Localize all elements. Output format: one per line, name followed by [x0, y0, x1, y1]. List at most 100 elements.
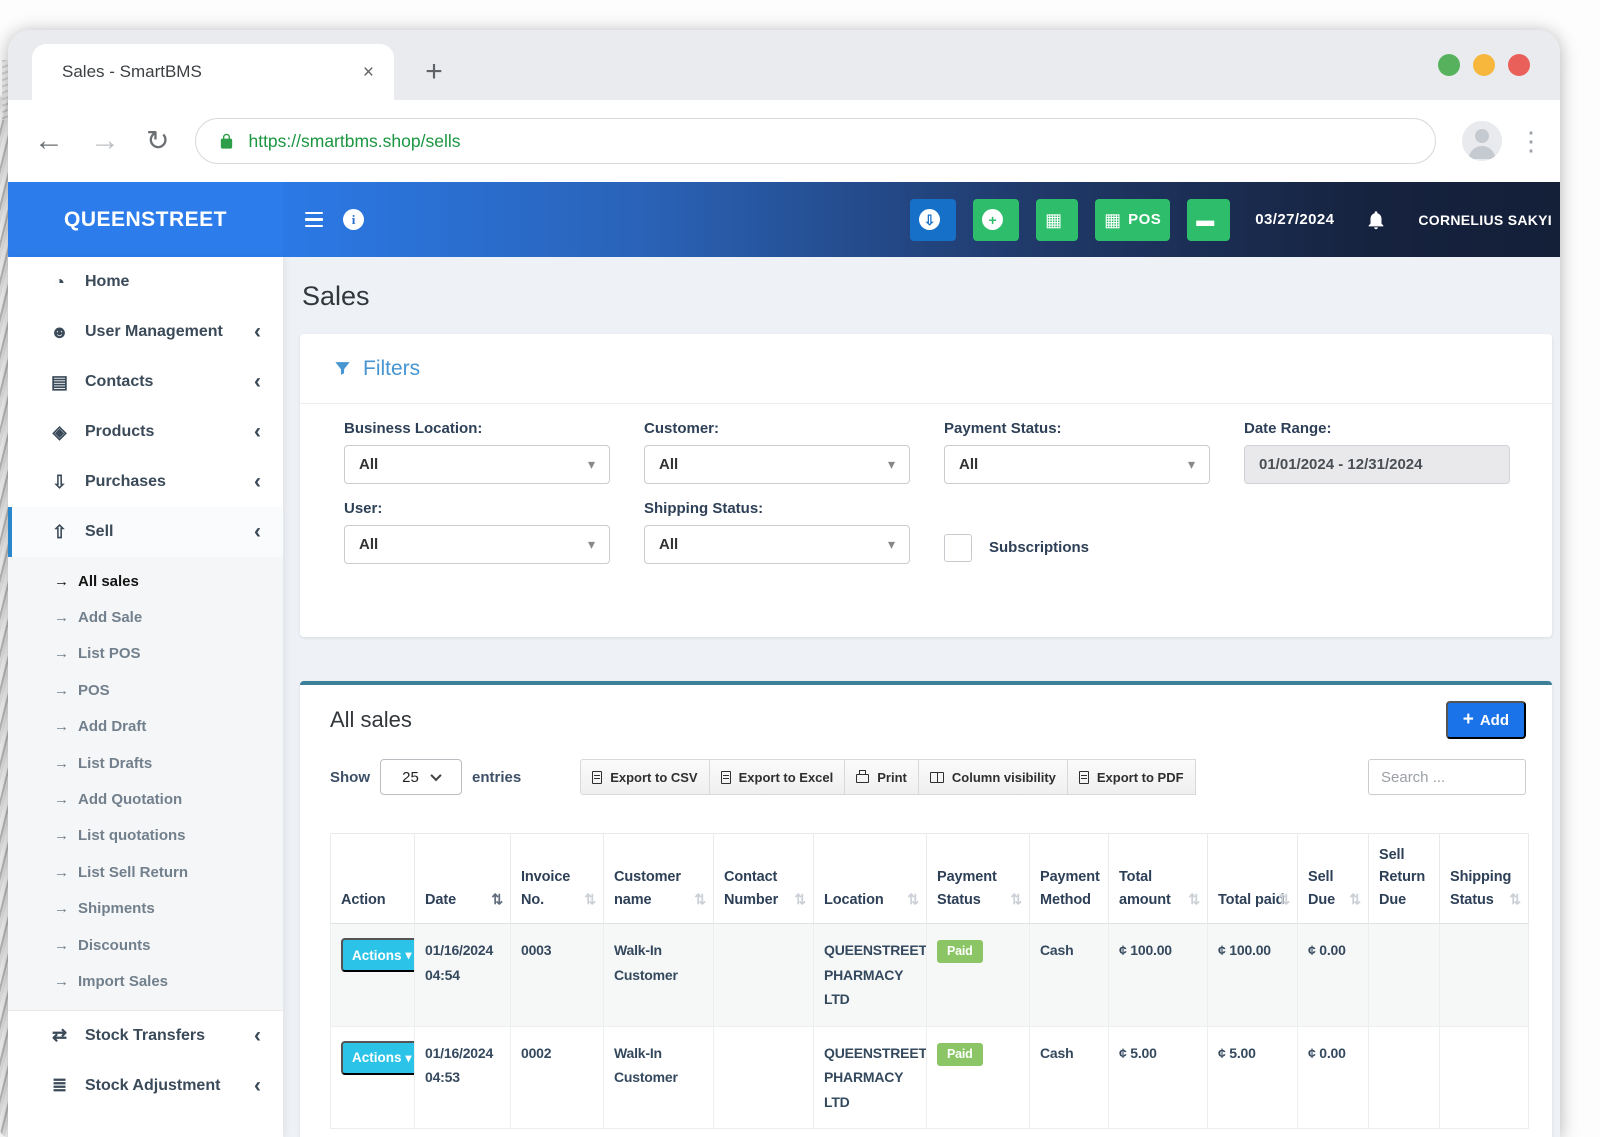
export-button[interactable]: Column visibility: [917, 759, 1068, 795]
export-button[interactable]: Export to PDF: [1066, 759, 1196, 795]
search-input[interactable]: [1368, 759, 1526, 795]
back-icon[interactable]: [34, 126, 64, 156]
browser-menu-icon[interactable]: [1518, 126, 1538, 157]
column-header[interactable]: Sell Return Due: [1368, 832, 1440, 925]
brand-logo[interactable]: QUEENSTREET: [8, 182, 283, 257]
column-header[interactable]: Action: [330, 832, 415, 925]
user-name[interactable]: CORNELIUS SAKYI: [1418, 211, 1552, 228]
navbar-actions: ⇩ + ▦: [910, 198, 1552, 241]
sort-icon[interactable]: [1278, 889, 1290, 911]
column-header[interactable]: Total paid: [1207, 832, 1298, 925]
sidebar-item[interactable]: ☻ User Management: [8, 307, 283, 357]
sidebar-item[interactable]: ≣ Stock Adjustment: [8, 1061, 283, 1111]
close-tab-icon[interactable]: ×: [362, 61, 374, 83]
sidebar-item-label: Sell: [85, 523, 114, 540]
column-header[interactable]: Total amount: [1108, 832, 1208, 925]
address-bar[interactable]: https://smartbms.shop/sells: [195, 118, 1436, 164]
column-header[interactable]: Date: [414, 832, 511, 925]
export-button[interactable]: Print: [844, 759, 919, 795]
cell-sell-return-due: [1368, 923, 1440, 1027]
column-header[interactable]: Payment Method: [1029, 832, 1109, 925]
window-control-yellow-dot[interactable]: [1473, 54, 1495, 76]
boxes-icon: ◈: [52, 421, 67, 442]
sell-submenu-item[interactable]: Shipments: [8, 891, 283, 927]
sort-icon[interactable]: [1188, 889, 1200, 911]
column-header-label: Shipping Status: [1450, 869, 1512, 908]
sell-submenu-item[interactable]: List Sell Return: [8, 854, 283, 890]
sell-submenu-item[interactable]: POS: [8, 672, 283, 708]
submenu-item-label: POS: [78, 681, 110, 699]
sidebar-item[interactable]: ◔ Home: [8, 257, 283, 307]
sales-table: Action Date: [330, 832, 1529, 1130]
filter-value: All: [959, 456, 979, 473]
sell-submenu-item[interactable]: Discounts: [8, 927, 283, 963]
submenu-item-label: All sales: [78, 572, 139, 590]
filter-select[interactable]: All: [944, 445, 1210, 484]
nav-button-icon: ▦: [1104, 209, 1122, 230]
sell-submenu-item[interactable]: Import Sales: [8, 963, 283, 999]
filter-select[interactable]: All: [644, 445, 910, 484]
filter-select[interactable]: All: [644, 525, 910, 564]
sort-icon[interactable]: [907, 889, 919, 911]
reload-icon[interactable]: [146, 126, 169, 156]
sort-icon[interactable]: [1010, 889, 1022, 911]
pos-button[interactable]: ▦ POS: [1095, 198, 1171, 241]
file-csv-icon: [592, 770, 603, 784]
sidebar-item[interactable]: ⇧ Sell: [8, 507, 283, 557]
column-header[interactable]: Invoice No.: [510, 832, 604, 925]
export-button-label: Export to Excel: [738, 769, 834, 785]
sell-submenu-item[interactable]: Add Quotation: [8, 781, 283, 817]
sell-submenu-item[interactable]: Add Sale: [8, 599, 283, 635]
column-header[interactable]: Location: [813, 832, 927, 925]
filter-select[interactable]: 01/01/2024 - 12/31/2024: [1244, 445, 1510, 484]
column-header-label: Total amount: [1119, 869, 1171, 908]
browser-profile-avatar[interactable]: [1462, 121, 1502, 161]
add-sale-button[interactable]: Add: [1445, 701, 1526, 739]
filter-select[interactable]: All: [344, 525, 610, 564]
browser-tab[interactable]: Sales - SmartBMS ×: [32, 44, 394, 100]
sell-submenu-item[interactable]: List Drafts: [8, 745, 283, 781]
hamburger-icon[interactable]: [305, 211, 323, 228]
subscriptions-checkbox[interactable]: [944, 533, 972, 562]
sidebar-item-label: Home: [85, 273, 130, 290]
cash-register-button[interactable]: ▬: [1187, 198, 1231, 241]
filter-label: Date Range:: [1244, 420, 1332, 437]
sort-icon[interactable]: [491, 889, 503, 911]
sort-icon[interactable]: [694, 889, 706, 911]
column-header[interactable]: Contact Number: [713, 832, 814, 925]
calculator-button[interactable]: ▦: [1036, 198, 1079, 241]
paid-status-badge: Paid: [937, 940, 983, 964]
column-header[interactable]: Shipping Status: [1439, 832, 1529, 925]
notifications-bell-icon[interactable]: [1365, 209, 1387, 231]
sort-icon[interactable]: [1509, 889, 1521, 911]
filter-select[interactable]: All: [344, 445, 610, 484]
column-header-label: Location: [824, 891, 884, 908]
sort-icon[interactable]: [1349, 889, 1361, 911]
column-header[interactable]: Customer name: [603, 832, 714, 925]
export-button[interactable]: Export to CSV: [580, 759, 710, 795]
sort-icon[interactable]: [584, 889, 596, 911]
add-quick-button[interactable]: +: [973, 198, 1020, 241]
sidebar-item[interactable]: ⇩ Purchases: [8, 457, 283, 507]
export-button[interactable]: Export to Excel: [708, 759, 846, 795]
column-header[interactable]: Sell Due: [1297, 832, 1369, 925]
sell-submenu-item[interactable]: List POS: [8, 636, 283, 672]
sidebar-item[interactable]: ◈ Products: [8, 407, 283, 457]
sell-submenu-item[interactable]: Add Draft: [8, 709, 283, 745]
sort-icon[interactable]: [794, 889, 806, 911]
cell-contact-number: [713, 1025, 814, 1130]
page-size-select[interactable]: 25: [380, 759, 462, 795]
info-icon[interactable]: [343, 209, 364, 230]
row-actions-button[interactable]: Actions: [341, 938, 414, 973]
window-control-red-dot[interactable]: [1508, 54, 1530, 76]
window-control-green-dot[interactable]: [1438, 54, 1460, 76]
new-tab-button[interactable]: [412, 50, 456, 94]
download-button[interactable]: ⇩: [910, 198, 957, 241]
sell-submenu-item[interactable]: List quotations: [8, 818, 283, 854]
row-actions-button[interactable]: Actions: [341, 1040, 414, 1075]
sidebar-item[interactable]: ⇄ Stock Transfers: [8, 1011, 283, 1061]
sell-submenu-item[interactable]: All sales: [8, 563, 283, 599]
sidebar-item[interactable]: ▤ Contacts: [8, 357, 283, 407]
filter-value: All: [359, 536, 379, 553]
column-header[interactable]: Payment Status: [926, 832, 1030, 925]
